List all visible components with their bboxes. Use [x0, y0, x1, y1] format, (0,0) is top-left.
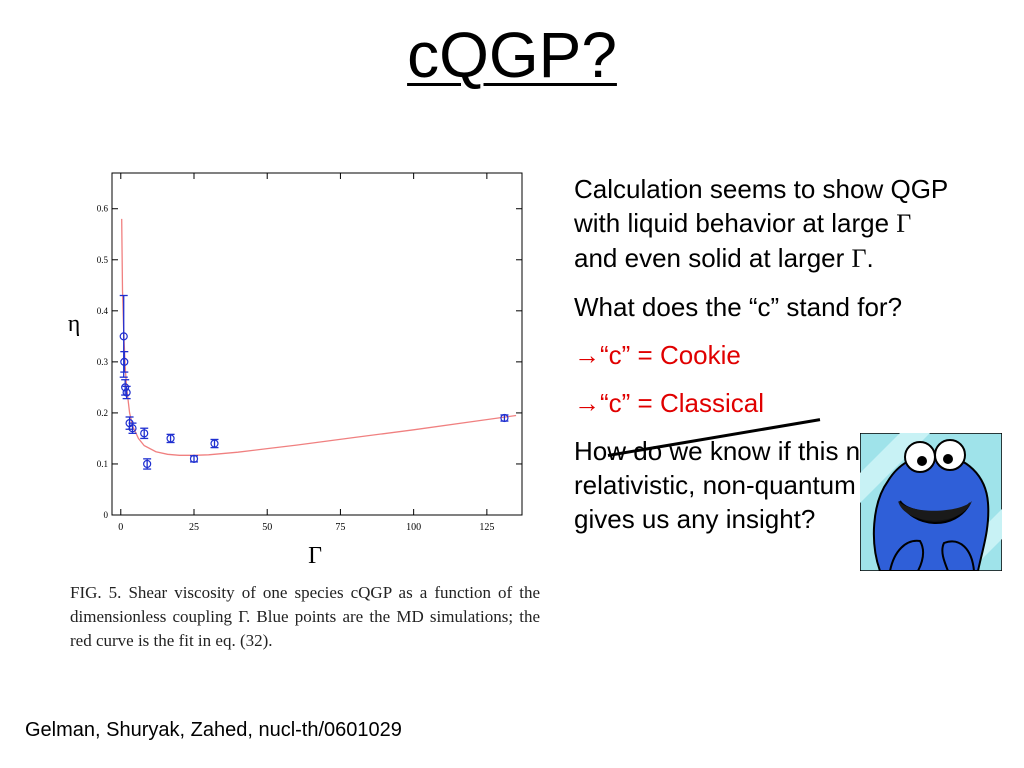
- y-tick-label: 0.6: [97, 204, 109, 214]
- data-point: [121, 383, 130, 392]
- gamma-symbol: Γ: [851, 244, 867, 273]
- arrow-icon: →: [574, 340, 600, 370]
- x-axis-label: Γ: [308, 543, 322, 569]
- figure-caption: FIG. 5. Shear viscosity of one species c…: [70, 583, 540, 650]
- bullet-question: What does the “c” stand for?: [574, 292, 903, 322]
- arrow-icon: →: [574, 388, 600, 418]
- y-axis-label: η: [68, 311, 81, 337]
- slide-title-container: cQGP?: [0, 18, 1024, 92]
- data-point: [119, 332, 128, 341]
- y-tick-label: 0.2: [97, 408, 108, 418]
- viscosity-chart: 0 25 50 75 100 125 0 0.1 0.2 0.3 0.4 0.5 0.6 Γη: [68, 172, 523, 569]
- x-tick-label: 100: [406, 522, 421, 533]
- data-point: [500, 413, 509, 423]
- plot-frame: [111, 172, 523, 516]
- gamma-symbol: Γ: [896, 209, 912, 238]
- x-tick-label: 25: [189, 522, 199, 533]
- data-point: [122, 388, 131, 397]
- bullet-cookie: →“c” = Cookie: [574, 340, 741, 370]
- bullet-liquid-behavior: Calculation seems to show QGP with liqui…: [574, 174, 948, 273]
- slide-title: cQGP?: [407, 19, 617, 91]
- bullet-classical: →“c” = Classical: [574, 388, 764, 418]
- y-tick-label: 0.5: [97, 255, 109, 265]
- y-tick-label: 0.3: [97, 357, 109, 367]
- citation: Gelman, Shuryak, Zahed, nucl-th/0601029: [25, 719, 402, 741]
- data-point: [166, 434, 175, 443]
- y-tick-label: 0: [104, 510, 109, 520]
- fit-curve: [121, 218, 517, 456]
- cookie-monster-image: [860, 433, 1002, 571]
- x-tick-label: 0: [118, 522, 123, 533]
- data-point: [210, 439, 219, 448]
- y-tick-label: 0.4: [97, 306, 109, 316]
- data-point: [140, 429, 149, 438]
- x-tick-label: 125: [479, 522, 494, 533]
- data-point: [128, 424, 137, 433]
- x-tick-label: 75: [335, 522, 345, 533]
- data-point: [120, 357, 129, 366]
- data-point: [143, 459, 152, 469]
- y-tick-label: 0.1: [97, 459, 108, 469]
- data-point: [189, 454, 199, 463]
- x-tick-label: 50: [262, 522, 272, 533]
